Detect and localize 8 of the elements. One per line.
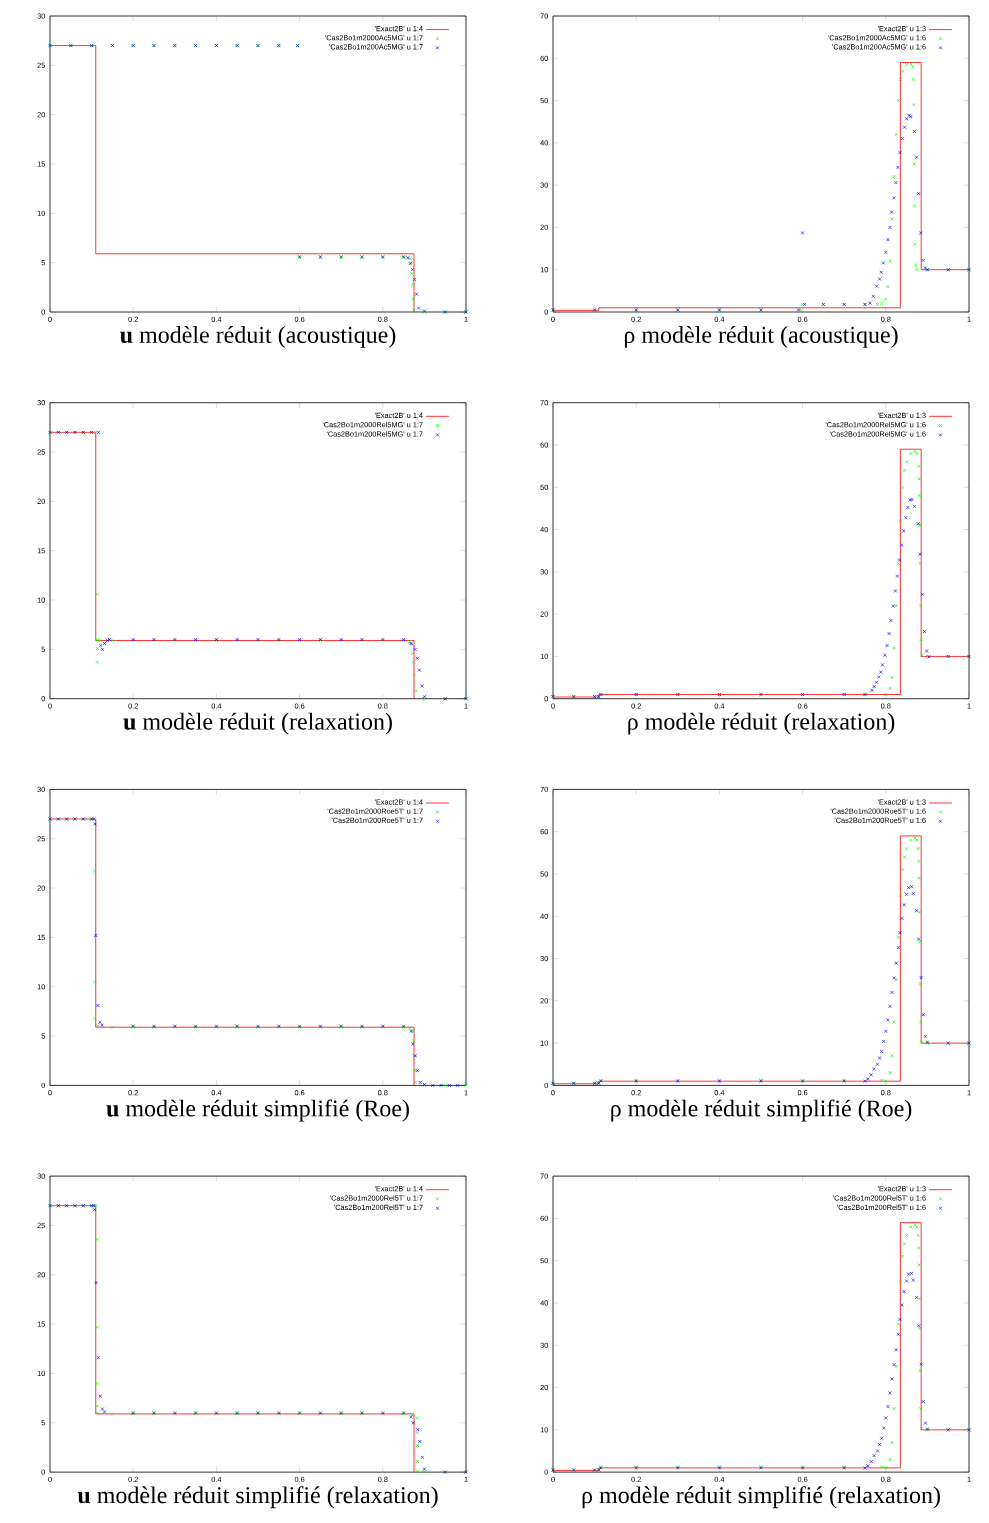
text: ρ modèle réduit (acoustique) bbox=[624, 326, 898, 348]
text: u modèle réduit simplifié (Roe) bbox=[106, 1099, 409, 1122]
text: ρ modèle réduit simplifié (relaxation) bbox=[582, 1486, 940, 1509]
text: ρ modèle réduit (relaxation) bbox=[628, 712, 895, 735]
text: ρ modèle réduit simplifié (Roe) bbox=[611, 1099, 912, 1122]
text: u modèle réduit (acoustique) bbox=[120, 326, 396, 348]
text: u modèle réduit simplifié (relaxation) bbox=[77, 1486, 438, 1509]
text: u modèle réduit (relaxation) bbox=[123, 712, 392, 735]
